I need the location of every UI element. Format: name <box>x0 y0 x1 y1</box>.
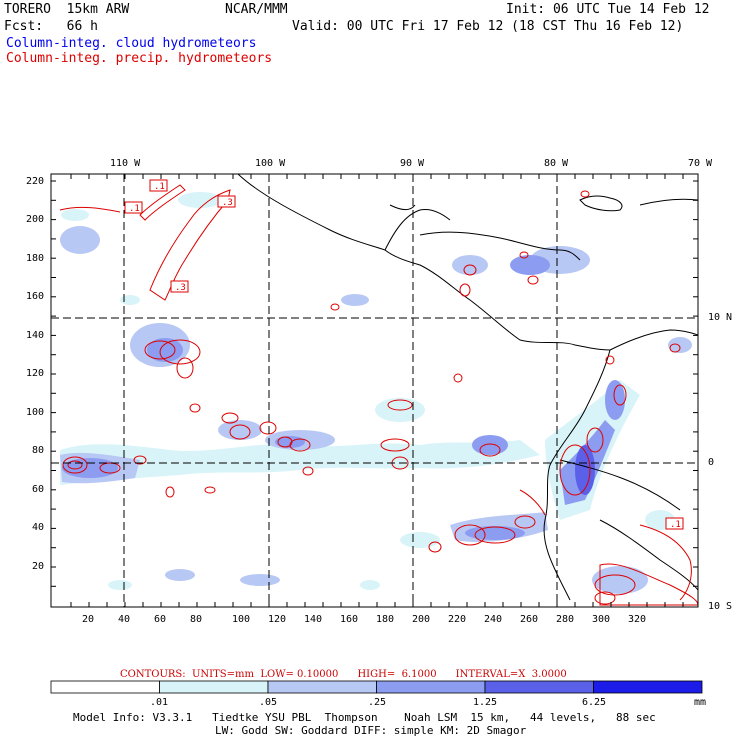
model-title: TORERO 15km ARW <box>4 2 130 17</box>
x-tick-label: 200 <box>412 614 431 625</box>
coastlines <box>237 174 698 601</box>
precip-contours <box>59 184 698 606</box>
colorbar-level-label: .05 <box>258 697 278 708</box>
colorbar-units: mm <box>694 697 707 708</box>
contour-label-text: .1 <box>154 182 165 192</box>
y-tick-label: 80 <box>32 445 45 456</box>
colorbar-swatch <box>267 680 377 694</box>
x-tick-label: 240 <box>484 614 503 625</box>
init-time: Init: 06 UTC Tue 14 Feb 12 <box>506 2 710 17</box>
x-tick-label: 80 <box>190 614 203 625</box>
map-frame <box>50 173 699 608</box>
contour-label-text: .1 <box>670 520 681 530</box>
colorbar-level-label: 1.25 <box>472 697 498 708</box>
physics-info: LW: Godd SW: Goddard DIFF: simple KM: 2D… <box>215 724 527 737</box>
contour-label-text: .1 <box>129 204 140 214</box>
x-tick-label: 100 <box>232 614 251 625</box>
x-tick-label: 40 <box>118 614 131 625</box>
colorbar-level-label: .25 <box>367 697 387 708</box>
x-tick-label: 20 <box>82 614 95 625</box>
x-tick-label: 140 <box>304 614 323 625</box>
y-tick-label: 40 <box>32 522 45 533</box>
x-tick-label: 220 <box>448 614 467 625</box>
x-tick-label: 300 <box>592 614 611 625</box>
y-tick-label: 140 <box>26 330 45 341</box>
x-tick-label: 320 <box>628 614 647 625</box>
lon-label: 110 W <box>110 158 141 169</box>
lon-label: 90 W <box>400 158 425 169</box>
contour-label: .1 <box>665 517 684 530</box>
x-tick-label: 260 <box>520 614 539 625</box>
contour-label-group: .1 .1 .3 .3 .1 <box>124 179 684 530</box>
colorbar-swatch <box>593 680 703 694</box>
contour-label: .1 <box>149 179 168 192</box>
contour-label-text: .3 <box>222 198 233 208</box>
latlon-grid <box>51 174 698 607</box>
colorbar-swatch <box>50 680 160 694</box>
lat-label: 10 N <box>708 312 733 323</box>
model-info: Model Info: V3.3.1 Tiedtke YSU PBL Thomp… <box>73 711 656 724</box>
x-tick-label: 180 <box>376 614 395 625</box>
lat-label: 10 S <box>708 601 733 612</box>
y-tick-label: 120 <box>26 368 45 379</box>
valid-time: Valid: 00 UTC Fri 17 Feb 12 (18 CST Thu … <box>292 19 684 34</box>
lon-label: 70 W <box>688 158 713 169</box>
colorbar-swatch <box>159 680 269 694</box>
axis-ticks <box>51 174 698 607</box>
x-tick-label: 160 <box>340 614 359 625</box>
contour-label: .3 <box>170 280 189 293</box>
x-tick-label: 280 <box>556 614 575 625</box>
lon-label: 100 W <box>255 158 286 169</box>
forecast-hour: Fcst: 66 h <box>4 19 98 34</box>
y-tick-label: 100 <box>26 407 45 418</box>
x-tick-label: 120 <box>268 614 287 625</box>
colorbar-swatch <box>484 680 594 694</box>
contours-info: CONTOURS: UNITS=mm LOW= 0.10000 HIGH= 6.… <box>120 669 567 680</box>
y-tick-label: 160 <box>26 291 45 302</box>
lat-label: 0 <box>708 457 715 468</box>
y-tick-label: 20 <box>32 561 45 572</box>
field-label-precip: Column-integ. precip. hydrometeors <box>6 51 273 66</box>
lon-label: 80 W <box>544 158 569 169</box>
y-tick-label: 180 <box>26 253 45 264</box>
y-tick-label: 60 <box>32 484 45 495</box>
colorbar-swatch <box>376 680 486 694</box>
cloud-shading <box>60 192 692 594</box>
field-label-cloud: Column-integ. cloud hydrometeors <box>6 36 257 51</box>
colorbar-level-label: .01 <box>149 697 169 708</box>
contour-label: .3 <box>217 195 236 208</box>
colorbar <box>50 680 703 694</box>
y-tick-label: 220 <box>26 176 45 187</box>
contour-label: .1 <box>124 201 143 214</box>
y-tick-label: 200 <box>26 214 45 225</box>
x-tick-label: 60 <box>154 614 167 625</box>
center-title: NCAR/MMM <box>225 2 288 17</box>
colorbar-level-label: 6.25 <box>581 697 607 708</box>
contour-label-text: .3 <box>175 283 186 293</box>
